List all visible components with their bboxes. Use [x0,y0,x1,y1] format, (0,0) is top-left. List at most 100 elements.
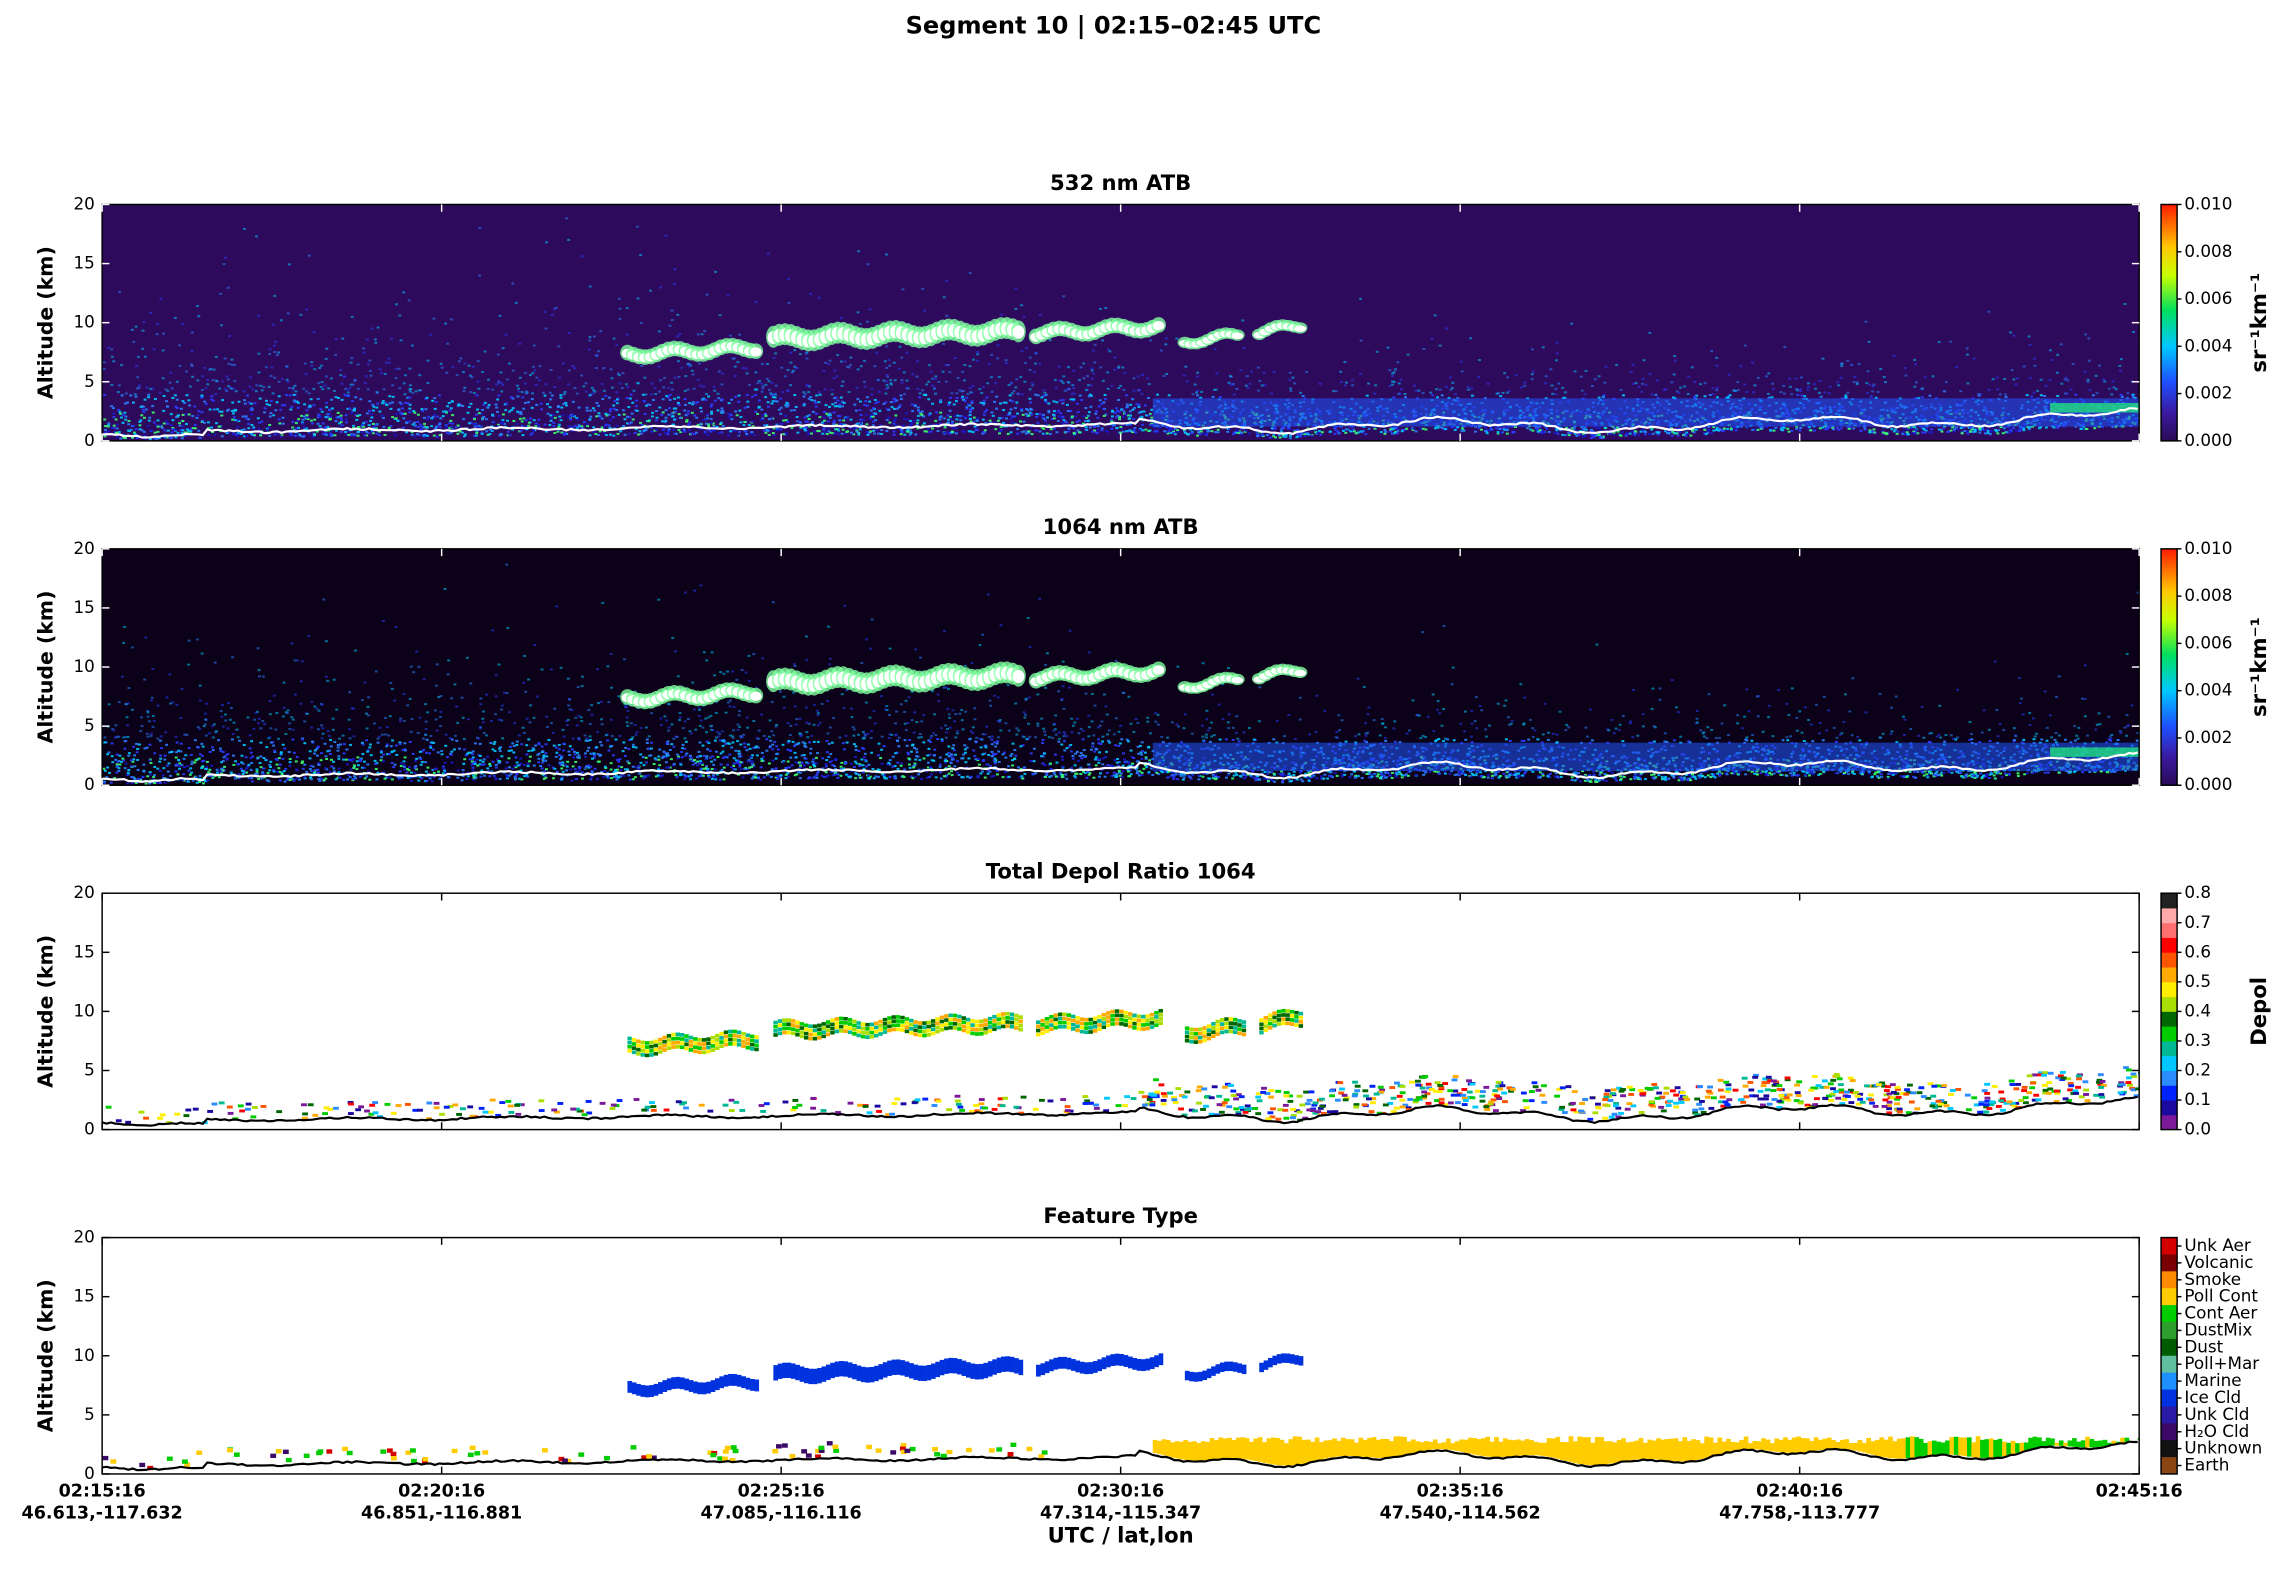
backscatter-speck [743,424,746,426]
backscatter-speck [827,420,830,422]
backscatter-speck [1373,393,1376,395]
backscatter-speck [521,425,524,427]
backscatter-speck [1237,430,1240,432]
backscatter-speck [898,368,901,370]
backscatter-speck [900,398,903,400]
backscatter-speck [650,393,653,395]
backscatter-speck [1008,413,1011,415]
backscatter-speck [969,387,972,389]
backscatter-speck [667,430,670,432]
backscatter-speck [118,384,121,386]
backscatter-speck [1663,389,1666,391]
backscatter-speck [568,416,571,418]
backscatter-speck [1339,371,1342,373]
backscatter-speck [1704,395,1707,397]
backscatter-speck [1190,432,1193,434]
backscatter-speck [268,424,271,426]
backscatter-speck [1434,314,1437,316]
backscatter-speck [1310,435,1313,437]
backscatter-speck [838,403,841,405]
backscatter-speck [644,393,647,395]
backscatter-speck [1111,415,1114,417]
backscatter-speck [1067,430,1070,432]
backscatter-speck [721,398,724,400]
backscatter-speck [1671,431,1674,433]
backscatter-speck [454,426,457,428]
backscatter-speck [1039,413,1042,415]
backscatter-speck [1247,387,1250,389]
backscatter-speck [850,419,853,421]
backscatter-speck [1025,347,1028,349]
backscatter-speck [618,298,621,300]
backscatter-speck [736,361,739,363]
backscatter-speck [911,404,914,406]
backscatter-speck [1401,430,1404,432]
backscatter-speck [242,390,245,392]
backscatter-speck [1451,382,1454,384]
backscatter-speck [688,402,691,404]
backscatter-speck [1561,434,1564,436]
backscatter-speck [1298,435,1301,437]
backscatter-speck [295,422,298,424]
backscatter-speck [1045,423,1048,425]
backscatter-speck [103,361,106,363]
backscatter-speck [1168,394,1171,396]
backscatter-speck [2087,379,2090,381]
backscatter-speck [1788,378,1791,380]
backscatter-speck [442,415,445,417]
backscatter-speck [734,375,737,377]
backscatter-speck [931,385,934,387]
backscatter-speck [679,417,682,419]
backscatter-speck [411,345,414,347]
backscatter-speck [919,392,922,394]
backscatter-speck [1745,391,1748,393]
backscatter-speck [1969,431,1972,433]
backscatter-speck [1417,390,1420,392]
backscatter-speck [219,293,222,295]
backscatter-speck [279,409,282,411]
backscatter-speck [591,387,594,389]
backscatter-speck [352,384,355,386]
backscatter-speck [1042,428,1045,430]
backscatter-speck [1137,375,1140,377]
backscatter-speck [748,424,751,426]
backscatter-speck [550,369,553,371]
backscatter-speck [578,424,581,426]
backscatter-speck [124,415,127,417]
backscatter-speck [320,365,323,367]
backscatter-speck [552,422,555,424]
backscatter-speck [1461,427,1464,429]
backscatter-speck [1806,389,1809,391]
backscatter-speck [1779,391,1782,393]
backscatter-speck [857,368,860,370]
backscatter-speck [1014,386,1017,388]
backscatter-speck [650,431,653,433]
backscatter-speck [340,417,343,419]
backscatter-speck [233,380,236,382]
backscatter-speck [1444,428,1447,430]
backscatter-speck [497,380,500,382]
backscatter-speck [782,419,785,421]
backscatter-speck [662,429,665,431]
backscatter-speck [649,290,652,292]
backscatter-speck [1095,410,1098,412]
backscatter-speck [385,404,388,406]
backscatter-speck [2043,395,2046,397]
backscatter-speck [1135,403,1138,405]
backscatter-speck [283,404,286,406]
backscatter-speck [1799,430,1802,432]
backscatter-speck [676,314,679,316]
backscatter-speck [1394,368,1397,370]
backscatter-speck [1966,430,1969,432]
backscatter-speck [259,385,262,387]
backscatter-speck [313,368,316,370]
backscatter-speck [825,413,828,415]
backscatter-speck [431,400,434,402]
backscatter-speck [293,399,296,401]
backscatter-speck [654,393,657,395]
backscatter-speck [485,430,488,432]
backscatter-speck [948,371,951,373]
backscatter-speck [1814,388,1817,390]
backscatter-speck [826,433,829,435]
backscatter-speck [287,381,290,383]
